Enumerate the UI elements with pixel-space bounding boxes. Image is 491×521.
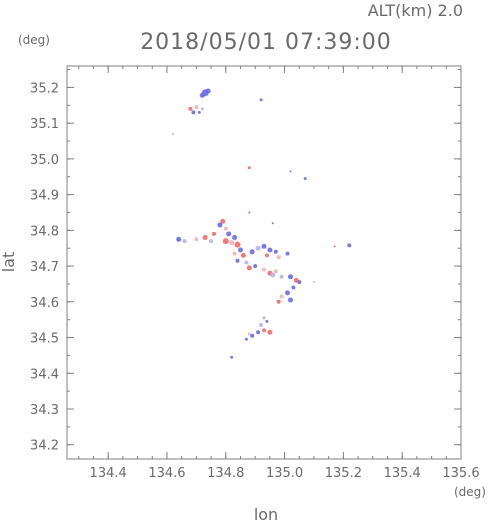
data-point (262, 328, 266, 333)
data-point (259, 323, 264, 327)
data-point (262, 316, 266, 320)
data-point (194, 105, 199, 110)
data-point (256, 330, 261, 335)
data-point (270, 272, 276, 278)
y-tick-label: 35.2 (30, 81, 59, 96)
data-point (262, 267, 266, 272)
data-point (232, 235, 238, 240)
y-tick-label: 34.5 (30, 332, 59, 347)
y-tick-label: 34.8 (30, 224, 59, 239)
data-point (303, 177, 307, 180)
data-point (182, 239, 187, 244)
data-point (253, 264, 258, 269)
y-tick-label: 34.4 (30, 367, 59, 382)
data-point (265, 319, 269, 323)
x-tick-label: 134.6 (148, 466, 185, 481)
data-point (273, 269, 278, 274)
data-point (264, 253, 269, 258)
y-tick-label: 34.3 (30, 403, 59, 418)
data-point (291, 285, 296, 290)
data-point (250, 333, 255, 338)
data-point (235, 258, 240, 263)
data-point (209, 239, 214, 244)
data-point (273, 249, 278, 254)
data-point (285, 251, 290, 256)
data-point (223, 226, 228, 231)
data-point (240, 252, 246, 258)
data-point (288, 297, 293, 303)
data-point (217, 222, 223, 228)
data-point (230, 355, 234, 359)
data-point (244, 260, 249, 265)
x-tick-label: 134.4 (90, 466, 127, 481)
data-point (234, 241, 241, 248)
y-tick-label: 34.6 (30, 296, 59, 311)
y-tick-label: 34.7 (30, 260, 59, 275)
data-point (200, 107, 204, 111)
data-point (313, 281, 315, 284)
data-point (246, 265, 252, 271)
data-point (279, 294, 284, 299)
data-point (171, 132, 174, 135)
data-point (248, 211, 251, 214)
data-point (276, 299, 281, 304)
data-point (271, 222, 274, 225)
x-axis-label: lon (254, 505, 278, 521)
y-tick-label: 35.1 (30, 117, 59, 132)
x-tick-label: 134.8 (207, 466, 244, 481)
data-point (188, 106, 193, 111)
y-tick-label: 35.0 (30, 153, 59, 168)
data-point (222, 238, 229, 245)
axis-ticks: 134.4 134.6 134.8 135.0 135.2 135.4 135.6 34.2 3… (30, 66, 480, 481)
y-tick-label: 34.2 (30, 439, 59, 454)
data-points (171, 88, 352, 359)
x-tick-label: 135.2 (325, 466, 362, 481)
data-point (255, 245, 261, 251)
data-point (205, 88, 211, 94)
data-point (247, 166, 251, 170)
data-point (191, 110, 196, 115)
y-unit-label: (deg) (18, 33, 50, 47)
data-point (249, 249, 255, 255)
data-point (229, 240, 235, 246)
chart-title: 2018/05/01 07:39:00 (140, 30, 392, 55)
x-tick-label: 135.6 (442, 466, 479, 481)
data-point (285, 290, 290, 296)
y-axis-label: lat (0, 252, 18, 273)
data-point (333, 245, 336, 248)
data-point (199, 92, 205, 98)
x-tick-label: 135.4 (384, 466, 421, 481)
data-point (261, 243, 267, 249)
alt-header: ALT(km) 2.0 (368, 1, 463, 20)
data-point (267, 329, 273, 335)
y-tick-label: 34.9 (30, 189, 59, 204)
data-point (212, 231, 216, 236)
data-point (259, 98, 263, 102)
data-point (279, 274, 284, 279)
data-point (202, 235, 208, 240)
data-point (226, 231, 232, 237)
data-point (176, 236, 182, 242)
data-point (194, 237, 199, 242)
x-tick-label: 135.0 (266, 466, 303, 481)
data-point (347, 243, 352, 248)
data-point (297, 280, 302, 285)
data-point (220, 218, 226, 224)
data-point (247, 332, 251, 336)
data-point (238, 247, 243, 253)
data-point (244, 337, 248, 341)
x-unit-label: (deg) (454, 485, 486, 499)
data-point (232, 251, 237, 256)
data-point (276, 255, 281, 260)
data-point (267, 247, 273, 253)
data-point (289, 170, 292, 173)
data-point (197, 110, 201, 114)
data-point (288, 274, 293, 280)
plot-area (66, 65, 462, 460)
